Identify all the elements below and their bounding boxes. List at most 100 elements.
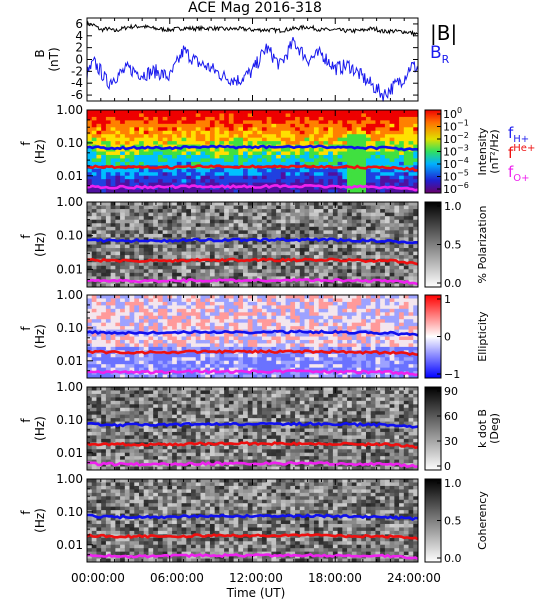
spectrogram-cell — [361, 251, 367, 256]
spectrogram-cell — [332, 127, 339, 132]
spectrogram-cell — [214, 141, 220, 145]
colorbar-tick-label: 10−4 — [443, 156, 469, 171]
spectrogram-cell — [313, 216, 320, 221]
spectrogram-cell — [337, 343, 343, 348]
spectrogram-cell — [153, 151, 159, 156]
spectrogram-cell — [290, 339, 296, 344]
spectrogram-cell — [375, 127, 381, 132]
spectrogram-cell — [285, 322, 291, 327]
spectrogram-cell — [365, 134, 372, 139]
spectrogram-cell — [157, 336, 164, 341]
spectrogram-cell — [129, 357, 135, 362]
spectrogram-cell — [148, 127, 154, 132]
spectrogram-cell — [394, 212, 400, 217]
spectrogram-cell — [167, 272, 173, 277]
spectrogram-cell — [347, 346, 353, 351]
spectrogram-cell — [266, 336, 272, 341]
spectrogram-cell — [295, 312, 301, 317]
spectrogram-cell — [394, 151, 400, 156]
spectrogram-cell — [200, 233, 206, 238]
spectrogram-cell — [408, 248, 414, 252]
spectrogram-cell — [195, 186, 201, 190]
spectrogram-cell — [191, 216, 197, 221]
spectrogram-cell — [276, 312, 282, 317]
spectrogram-cell — [191, 212, 197, 217]
spectrogram-cell — [101, 248, 107, 252]
series-line-b-r — [86, 36, 419, 102]
spectrogram-cell — [261, 233, 268, 238]
spectrogram-cell — [276, 298, 282, 303]
spectrogram-cell — [228, 179, 234, 184]
spectrogram-cell — [252, 301, 258, 306]
spectrogram-cell — [110, 301, 116, 306]
spectrogram-cell — [134, 322, 140, 327]
spectrogram-cell — [243, 226, 249, 231]
spectrogram-cell — [191, 315, 197, 320]
spectrogram-cell — [238, 230, 244, 235]
spectrogram-cell — [299, 137, 305, 142]
spectrogram-cell — [337, 226, 343, 231]
spectrogram-cell — [365, 175, 372, 180]
spectrogram-cell — [139, 113, 145, 118]
spectrogram-cell — [224, 148, 230, 152]
spectrogram-cell — [110, 244, 116, 249]
spectrogram-cell — [290, 269, 296, 274]
spectrogram-cell — [105, 113, 112, 118]
spectrogram-cell — [186, 350, 192, 355]
spectrogram-cell — [252, 120, 258, 125]
spectrogram-cell — [347, 202, 353, 206]
spectrogram-cell — [214, 168, 220, 173]
spectrogram-cell — [356, 364, 362, 369]
spectrogram-cell — [403, 223, 409, 228]
spectrogram-cell — [370, 279, 376, 284]
spectrogram-cell — [309, 226, 315, 231]
spectrogram-cell — [266, 298, 272, 303]
spectrogram-cell — [375, 144, 381, 149]
spectrogram-cell — [247, 346, 253, 351]
spectrogram-cell — [247, 279, 253, 284]
spectrogram-cell — [191, 360, 197, 365]
spectrogram-cell — [285, 248, 291, 252]
spectrogram-cell — [342, 272, 348, 277]
spectrogram-cell — [257, 301, 263, 306]
spectrogram-cell — [243, 265, 249, 270]
spectrogram-cell — [337, 244, 343, 249]
spectrogram-cell — [205, 315, 211, 320]
spectrogram-cell — [257, 148, 263, 152]
spectrogram-cell — [228, 182, 234, 187]
spectrogram-cell — [389, 272, 395, 277]
spectrogram-cell — [172, 141, 178, 145]
spectrogram-cell — [342, 255, 348, 260]
spectrogram-cell — [247, 158, 253, 163]
spectrogram-cell — [323, 154, 329, 159]
spectrogram-cell — [110, 137, 116, 142]
spectrogram-cell — [403, 226, 409, 231]
spectrogram-cell — [200, 127, 206, 132]
spectrogram-cell — [209, 134, 216, 139]
spectrogram-cell — [290, 158, 296, 163]
spectrogram-cell — [295, 113, 301, 118]
spectrogram-cell — [247, 233, 253, 238]
spectrogram-cell — [186, 248, 192, 252]
spectrogram-cell — [153, 233, 159, 238]
spectrogram-cell — [299, 130, 305, 135]
spectrogram-cell — [375, 226, 381, 231]
spectrogram-cell — [219, 216, 225, 221]
spectrogram-cell — [271, 265, 277, 270]
spectrogram-cell — [252, 308, 258, 313]
spectrogram-cell — [224, 265, 230, 270]
spectrogram-cell — [271, 226, 277, 231]
spectrogram-cell — [342, 353, 348, 358]
spectrogram-cell — [313, 360, 320, 365]
spectrogram-cell — [233, 319, 239, 324]
spectrogram-cell — [361, 262, 367, 267]
spectrogram-cell — [157, 223, 164, 228]
spectrogram-cell — [224, 226, 230, 231]
spectrogram-cell — [295, 123, 301, 128]
spectrogram-cell — [105, 154, 112, 159]
spectrogram-cell — [408, 205, 414, 210]
spectrogram-cell — [105, 110, 112, 114]
spectrogram-cell — [219, 244, 225, 249]
spectrogram-cell — [195, 339, 201, 344]
spectrogram-cell — [280, 137, 286, 142]
